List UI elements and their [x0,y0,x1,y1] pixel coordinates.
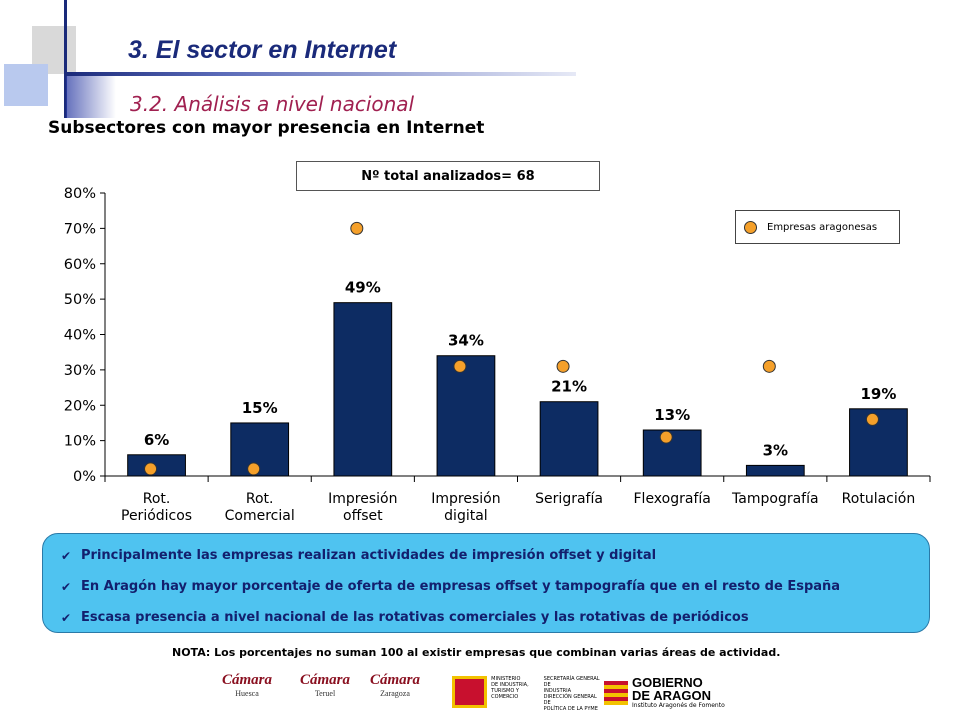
data-label: 3% [763,441,788,459]
marker-point [453,359,467,373]
notes-panel: ✔ Principalmente las empresas realizan a… [42,533,930,633]
decor-vertical-line [64,0,67,118]
data-label: 49% [345,279,381,297]
x-tick-label: Serigrafía [535,491,603,507]
x-tick-label: Tampografía [731,491,819,507]
legend-marker-icon [744,220,757,234]
aragon-flag-icon [604,680,628,705]
y-tick-label: 50% [64,292,96,308]
footnote: NOTA: Los porcentajes no suman 100 al ex… [172,646,781,659]
bar [333,302,393,477]
y-tick-label: 70% [64,221,96,237]
legend-label: Empresas aragonesas [767,221,878,233]
y-tick-label: 60% [64,257,96,273]
ministerio-logo: MINISTERIO DE INDUSTRIA, TURISMO Y COMER… [452,676,602,712]
note-text: Principalmente las empresas realizan act… [81,548,657,563]
marker-point [762,359,776,373]
logo-bar: Cámara Huesca Cámara Teruel Cámara Zarag… [0,672,960,712]
data-label: 34% [448,332,484,350]
camara-teruel-logo: Cámara Teruel [300,672,351,698]
page-subtitle: 3.2. Análisis a nivel nacional [130,92,415,116]
gobierno-aragon-logo: GOBIERNO DE ARAGON Instituto Aragonés de… [604,676,725,709]
data-label: 13% [654,406,690,424]
note-text: En Aragón hay mayor porcentaje de oferta… [81,579,841,594]
data-label: 19% [860,385,896,403]
chart-legend: Empresas aragonesas [735,210,900,244]
marker-point [865,412,879,426]
marker-point [659,430,673,444]
y-tick-label: 10% [64,434,96,450]
marker-point [144,462,158,476]
camara-zaragoza-logo: Cámara Zaragoza [370,672,421,698]
decor-square-blue [4,64,48,106]
x-tick-label: Rot. Periódicos [121,491,192,524]
checkmark-icon: ✔ [61,610,72,625]
y-tick-label: 40% [64,328,96,344]
bar [436,355,496,477]
x-tick-label: Impresión offset [328,491,397,524]
bar-chart: 0% 10% 20% 30% 40% 50% 60% 70% 80% Rot. Periódicos… [64,186,931,524]
note-item: ✔ Escasa presencia a nivel nacional de l… [61,602,929,633]
y-tick-label: 30% [64,363,96,379]
note-text: Escasa presencia a nivel nacional de las… [81,610,749,625]
data-label: 21% [551,378,587,396]
bar [745,464,805,477]
marker-point [247,462,261,476]
y-tick-label: 80% [64,186,96,202]
coat-of-arms-icon [452,676,488,708]
y-tick-label: 20% [64,398,96,414]
checkmark-icon: ✔ [61,579,72,594]
note-item: ✔ Principalmente las empresas realizan a… [61,540,929,571]
bar [539,401,599,477]
camara-huesca-logo: Cámara Huesca [222,672,273,698]
checkmark-icon: ✔ [61,548,72,563]
decor-horizontal-line [66,72,576,76]
chart-heading: Subsectores con mayor presencia en Inter… [48,118,485,138]
page-title: 3. El sector en Internet [128,36,397,64]
marker-point [556,359,570,373]
bar [849,408,908,477]
data-label: 6% [144,431,169,449]
x-tick-label: Flexografía [634,491,711,507]
note-item: ✔ En Aragón hay mayor porcentaje de ofer… [61,571,929,602]
data-label: 15% [242,399,278,417]
y-tick-label: 0% [73,469,96,485]
marker-point [350,221,364,235]
decor-gradient [66,76,116,118]
x-tick-label: Rotulación [842,491,916,507]
total-analyzed-box: Nº total analizados= 68 [296,161,600,191]
x-tick-label: Impresión digital [431,491,500,524]
x-tick-label: Rot. Comercial [225,491,295,524]
bar [127,454,186,477]
